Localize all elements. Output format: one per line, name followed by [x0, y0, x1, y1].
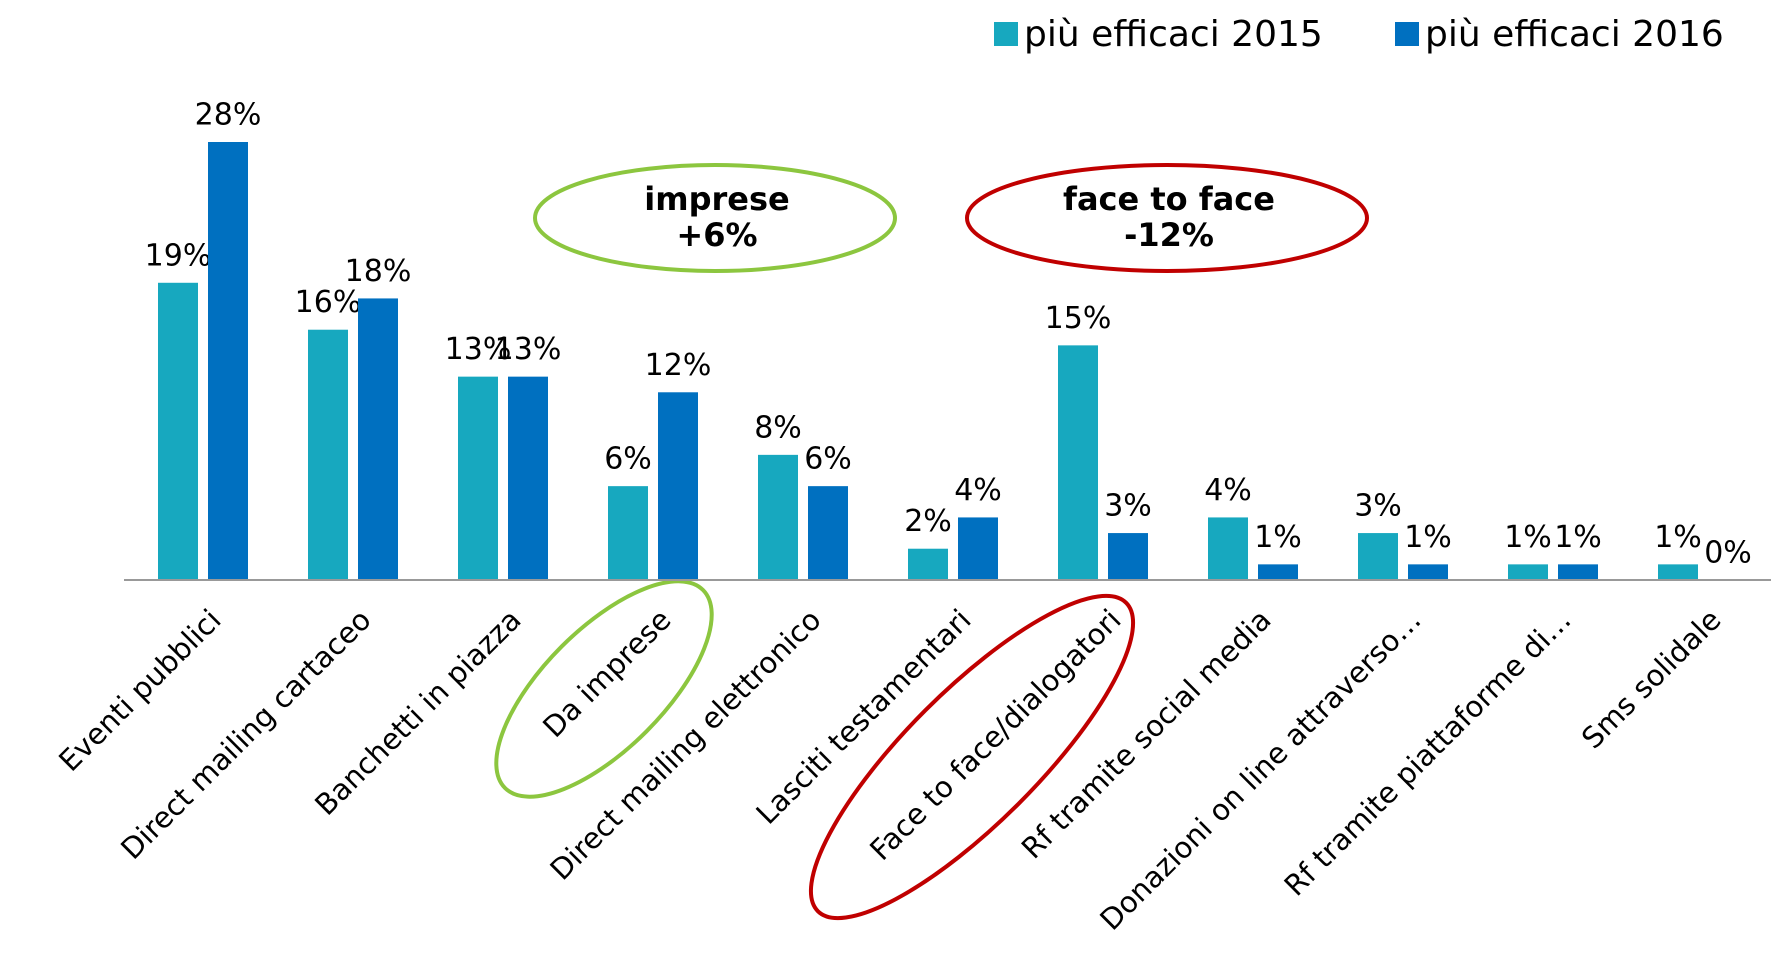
data-label: 15%: [1045, 301, 1112, 336]
legend-swatch: [994, 22, 1018, 46]
data-label: 6%: [804, 442, 852, 477]
data-label: 3%: [1354, 489, 1402, 524]
legend-swatch: [1395, 22, 1419, 46]
data-label: 12%: [645, 348, 712, 383]
annotation-text: imprese: [644, 180, 789, 218]
x-tick-label: Sms solidale: [1575, 603, 1728, 756]
bar: [1558, 564, 1598, 580]
x-tick-label: Rf tramite social media: [1015, 603, 1278, 866]
bar: [1108, 533, 1148, 580]
annotation-ellipse: [533, 163, 897, 273]
data-label: 8%: [754, 410, 802, 445]
data-label: 13%: [445, 332, 512, 367]
bar: [358, 298, 398, 580]
data-label: 28%: [195, 98, 262, 133]
bar: [908, 548, 948, 580]
bar: [208, 142, 248, 580]
annotation-text: face to face: [1063, 180, 1275, 218]
data-label: 6%: [604, 442, 652, 477]
data-label: 4%: [1204, 473, 1252, 508]
x-tick-label: Direct mailing cartaceo: [114, 603, 377, 866]
annotation-ellipse: [965, 163, 1369, 273]
bar: [308, 329, 348, 580]
x-tick-label: Direct mailing elettronico: [543, 603, 827, 887]
bar: [608, 486, 648, 580]
data-label: 18%: [345, 254, 412, 289]
bar: [1408, 564, 1448, 580]
bar: [808, 486, 848, 580]
bar: [758, 454, 798, 580]
bar: [458, 376, 498, 580]
bar: [1358, 533, 1398, 580]
annotation-text: +6%: [676, 216, 757, 254]
data-label: 1%: [1504, 520, 1552, 555]
highlight-ellipse: [808, 593, 1136, 921]
data-label: 1%: [1554, 520, 1602, 555]
data-label: 1%: [1254, 520, 1302, 555]
data-label: 16%: [295, 285, 362, 320]
bar: [1508, 564, 1548, 580]
bar: [1258, 564, 1298, 580]
legend-label: più efficaci 2015: [1024, 14, 1323, 55]
x-tick-label: Rf tramite piattaforme di…: [1278, 603, 1578, 903]
data-label: 3%: [1104, 489, 1152, 524]
bar: [958, 517, 998, 580]
bar: [508, 376, 548, 580]
data-label: 1%: [1404, 520, 1452, 555]
bar: [1208, 517, 1248, 580]
x-tick-label: Eventi pubblici: [52, 603, 227, 778]
data-label: 1%: [1654, 520, 1702, 555]
legend-label: più efficaci 2016: [1425, 14, 1724, 55]
data-label: 13%: [495, 332, 562, 367]
bar: [1658, 564, 1698, 580]
bar: [1058, 345, 1098, 580]
bar: [158, 282, 198, 580]
data-label: 0%: [1704, 536, 1752, 571]
data-label: 4%: [954, 473, 1002, 508]
data-label: 19%: [145, 238, 212, 273]
annotation-text: -12%: [1124, 216, 1214, 254]
highlight-ellipse: [494, 579, 714, 799]
x-tick-label: Donazioni on line attraverso…: [1093, 603, 1427, 937]
bar: [658, 392, 698, 580]
data-label: 2%: [904, 504, 952, 539]
